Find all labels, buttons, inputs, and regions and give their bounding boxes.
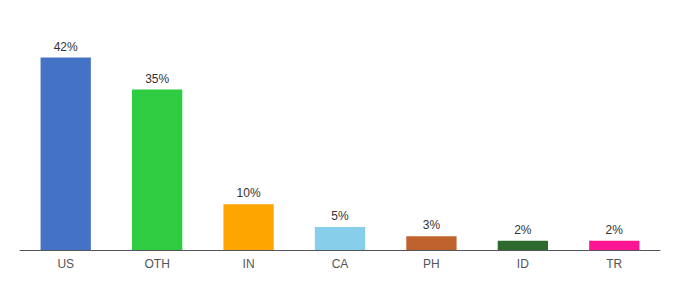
svg-text:3%: 3% bbox=[423, 218, 441, 232]
svg-text:IN: IN bbox=[243, 257, 255, 271]
svg-text:5%: 5% bbox=[331, 209, 349, 223]
svg-text:OTH: OTH bbox=[144, 257, 169, 271]
svg-text:ID: ID bbox=[517, 257, 529, 271]
svg-text:PH: PH bbox=[423, 257, 440, 271]
svg-text:2%: 2% bbox=[514, 223, 532, 237]
svg-text:35%: 35% bbox=[145, 72, 169, 86]
svg-text:42%: 42% bbox=[54, 40, 78, 54]
svg-text:TR: TR bbox=[606, 257, 622, 271]
svg-text:10%: 10% bbox=[237, 186, 261, 200]
svg-text:US: US bbox=[57, 257, 74, 271]
svg-text:2%: 2% bbox=[606, 223, 624, 237]
svg-text:CA: CA bbox=[332, 257, 349, 271]
